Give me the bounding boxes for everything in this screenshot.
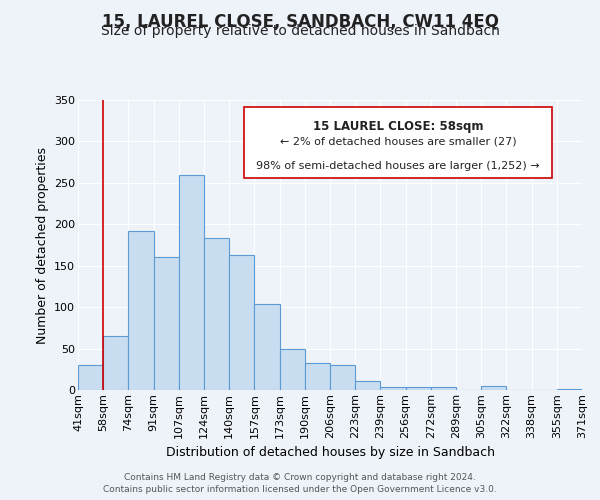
Text: 98% of semi-detached houses are larger (1,252) →: 98% of semi-detached houses are larger (…	[256, 161, 540, 171]
Text: Contains public sector information licensed under the Open Government Licence v3: Contains public sector information licen…	[103, 485, 497, 494]
Bar	[128, 231, 154, 390]
Bar	[103, 336, 128, 390]
Bar	[204, 238, 229, 390]
Bar	[229, 255, 254, 390]
Bar	[557, 389, 582, 390]
Bar	[78, 365, 103, 390]
Bar	[330, 365, 355, 390]
Text: 15 LAUREL CLOSE: 58sqm: 15 LAUREL CLOSE: 58sqm	[313, 120, 483, 134]
X-axis label: Distribution of detached houses by size in Sandbach: Distribution of detached houses by size …	[166, 446, 494, 459]
Bar	[355, 381, 380, 390]
Text: 15, LAUREL CLOSE, SANDBACH, CW11 4EQ: 15, LAUREL CLOSE, SANDBACH, CW11 4EQ	[101, 12, 499, 30]
Bar	[305, 364, 330, 390]
Bar	[431, 386, 456, 390]
Bar	[280, 350, 305, 390]
Text: Contains HM Land Registry data © Crown copyright and database right 2024.: Contains HM Land Registry data © Crown c…	[124, 472, 476, 482]
Text: ← 2% of detached houses are smaller (27): ← 2% of detached houses are smaller (27)	[280, 136, 517, 146]
Bar	[481, 386, 506, 390]
FancyBboxPatch shape	[244, 108, 552, 178]
Text: Size of property relative to detached houses in Sandbach: Size of property relative to detached ho…	[101, 24, 499, 38]
Bar	[254, 304, 280, 390]
Bar	[154, 256, 179, 390]
Y-axis label: Number of detached properties: Number of detached properties	[35, 146, 49, 344]
Bar	[380, 386, 406, 390]
Bar	[406, 386, 431, 390]
Bar	[179, 174, 204, 390]
